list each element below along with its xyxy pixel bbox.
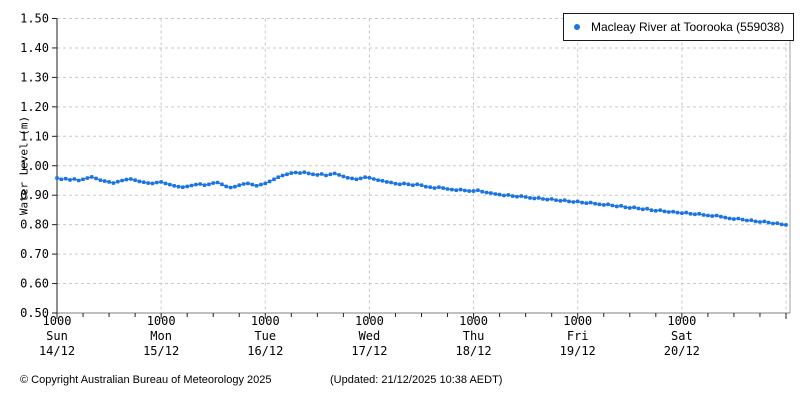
y-tick-label: 1.10 [20, 129, 49, 143]
plot-area: 0.50 0.60 0.70 0.80 0.90 1.00 1.10 1.20 1.30 1.40… [20, 12, 791, 358]
series-points [55, 170, 788, 227]
x-tick-label: Sun [46, 329, 68, 343]
x-tick-label: Sat [671, 329, 693, 343]
y-axis-ticks [52, 18, 57, 314]
y-tick-label: 0.50 [20, 306, 49, 320]
y-tick-label: 0.90 [20, 188, 49, 202]
y-tick-labels: 0.50 0.60 0.70 0.80 0.90 1.00 1.10 1.20 1.30 1.40… [20, 12, 49, 321]
y-tick-label: 0.60 [20, 277, 49, 291]
x-gridlines [160, 18, 787, 313]
y-tick-label: 1.50 [20, 12, 49, 26]
x-tick-label: 15/12 [143, 344, 179, 358]
x-tick-label: 1000 [355, 314, 384, 328]
x-axis-ticks [56, 313, 787, 319]
y-tick-label: 1.40 [20, 41, 49, 55]
copyright-text: © Copyright Australian Bureau of Meteoro… [20, 374, 272, 386]
x-tick-label: Tue [254, 329, 276, 343]
y-tick-label: 0.80 [20, 218, 49, 232]
x-tick-labels: 1000Sun14/121000Mon15/121000Tue16/121000… [39, 314, 700, 358]
updated-timestamp: (Updated: 21/12/2025 10:38 AEDT) [330, 374, 503, 386]
x-tick-label: 16/12 [247, 344, 283, 358]
x-tick-label: 19/12 [560, 344, 596, 358]
x-tick-label: Fri [567, 329, 589, 343]
y-gridlines [57, 18, 790, 285]
x-tick-label: 14/12 [39, 344, 75, 358]
series-line [56, 171, 787, 226]
x-tick-label: 18/12 [456, 344, 492, 358]
y-tick-label: 1.00 [20, 159, 49, 173]
chart-footer: © Copyright Australian Bureau of Meteoro… [0, 372, 800, 392]
y-tick-label: 1.20 [20, 100, 49, 114]
x-tick-label: 1000 [667, 314, 696, 328]
x-tick-label: 1000 [459, 314, 488, 328]
x-tick-label: 17/12 [351, 344, 387, 358]
x-tick-label: 20/12 [664, 344, 700, 358]
y-axis-title: Water Level (m) [17, 115, 31, 216]
x-tick-label: Mon [150, 329, 172, 343]
x-tick-label: Wed [359, 329, 381, 343]
x-tick-label: 1000 [563, 314, 592, 328]
x-tick-label: 1000 [251, 314, 280, 328]
x-tick-label: 1000 [147, 314, 176, 328]
y-tick-label: 1.30 [20, 70, 49, 84]
y-tick-label: 0.70 [20, 247, 49, 261]
legend-label: Macleay River at Toorooka (559038) [591, 20, 785, 34]
x-tick-label: 1000 [43, 314, 72, 328]
legend-box: Macleay River at Toorooka (559038) [563, 13, 794, 41]
legend-marker-icon [574, 24, 580, 30]
x-tick-label: Thu [463, 329, 485, 343]
